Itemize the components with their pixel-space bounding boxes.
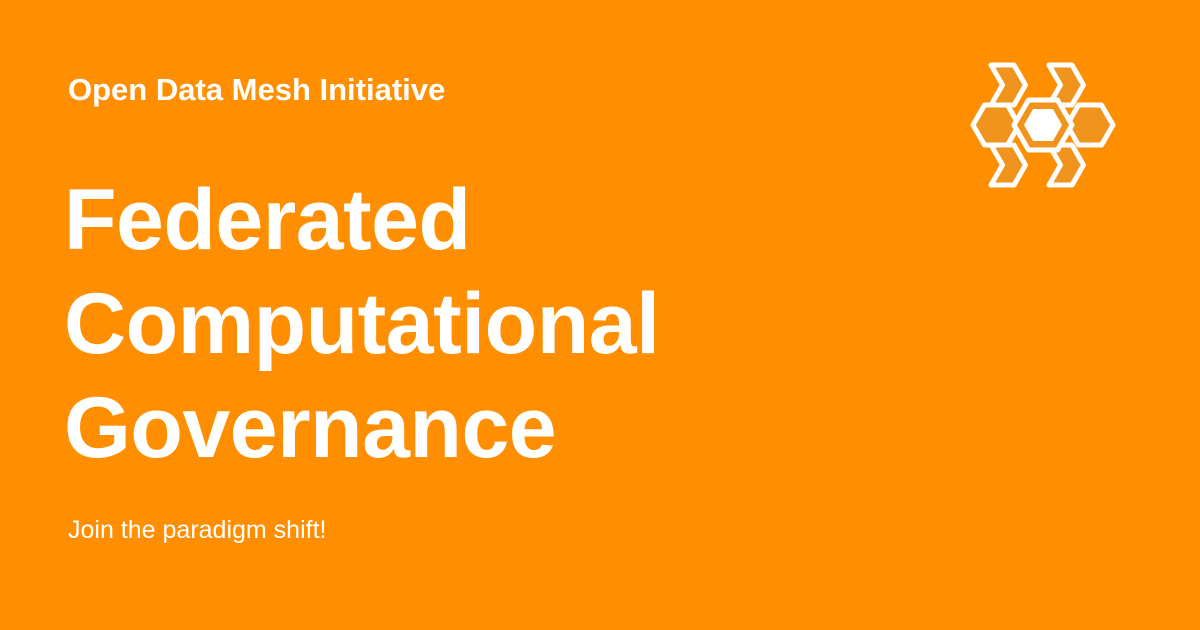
tagline: Join the paradigm shift! — [68, 516, 327, 544]
headline-line-2: Computational — [64, 276, 660, 372]
headline: Federated Computational Governance — [64, 168, 964, 480]
organization-name: Open Data Mesh Initiative — [68, 72, 446, 107]
honeycomb-hexagon-icon — [970, 62, 1116, 188]
headline-line-3: Governance — [64, 380, 557, 476]
headline-line-1: Federated — [64, 172, 471, 268]
